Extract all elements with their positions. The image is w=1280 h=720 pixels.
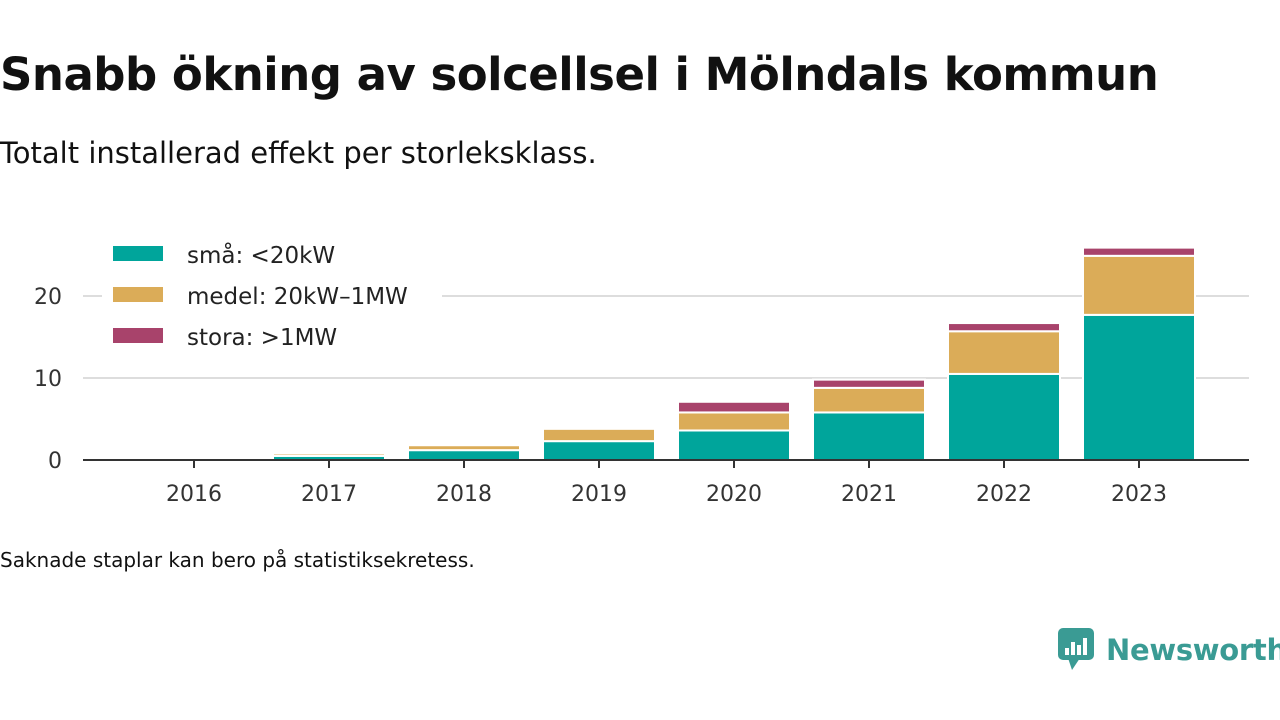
x-tick-label: 2020 bbox=[706, 482, 762, 507]
bar-segment bbox=[542, 427, 656, 443]
bar-segment bbox=[407, 449, 521, 462]
chart-subtitle: Totalt installerad effekt per storlekskl… bbox=[0, 136, 597, 170]
legend-label: små: <20kW bbox=[187, 241, 335, 269]
chart-title: Snabb ökning av solcellsel i Mölndals ko… bbox=[0, 48, 1159, 101]
legend-label: stora: >1MW bbox=[187, 325, 337, 351]
bar-segment bbox=[407, 444, 521, 452]
bars bbox=[137, 246, 1196, 462]
y-tick-labels: 0 10 20 bbox=[34, 285, 62, 474]
legend-swatch bbox=[113, 287, 163, 302]
bar-segment bbox=[1082, 254, 1196, 316]
bar-segment bbox=[677, 400, 791, 414]
footnote: Saknade staplar kan bero på statistiksek… bbox=[0, 548, 475, 572]
bar-segment bbox=[1082, 246, 1196, 257]
bar-segment bbox=[812, 386, 926, 414]
bar-segment bbox=[677, 411, 791, 432]
legend: små: <20kW medel: 20kW–1MW stora: >1MW bbox=[102, 230, 442, 361]
stacked-bar-chart: 0 10 20 2016 2017 2018 2019 2020 2021 2022 2023 s… bbox=[34, 230, 1249, 507]
x-tick-label: 2017 bbox=[301, 482, 357, 507]
x-tick-label: 2018 bbox=[436, 482, 492, 507]
legend-swatch bbox=[113, 246, 163, 261]
bar-segment bbox=[812, 378, 926, 389]
bar-segment bbox=[542, 440, 656, 462]
bar-segment bbox=[947, 372, 1061, 461]
x-tick-label: 2021 bbox=[841, 482, 897, 507]
bar-segment bbox=[1082, 313, 1196, 461]
bar-segment bbox=[947, 330, 1061, 375]
brand-logo: Newsworthy bbox=[1058, 628, 1280, 672]
x-tick-label: 2022 bbox=[976, 482, 1032, 507]
x-tick-label: 2023 bbox=[1111, 482, 1167, 507]
y-tick-label: 10 bbox=[34, 367, 62, 392]
bar-segment bbox=[812, 411, 926, 462]
bar-segment bbox=[947, 322, 1061, 333]
legend-swatch bbox=[113, 328, 163, 343]
y-tick-label: 0 bbox=[48, 449, 62, 474]
y-tick-label: 20 bbox=[34, 285, 62, 310]
bar-segment bbox=[677, 429, 791, 462]
x-tick-labels: 2016 2017 2018 2019 2020 2021 2022 2023 bbox=[166, 460, 1167, 507]
newsworthy-logo-icon bbox=[1058, 628, 1094, 670]
brand-name: Newsworthy bbox=[1106, 633, 1280, 667]
x-tick-label: 2019 bbox=[571, 482, 627, 507]
x-tick-label: 2016 bbox=[166, 482, 222, 507]
bar-segment bbox=[272, 452, 386, 457]
legend-label: medel: 20kW–1MW bbox=[187, 284, 408, 310]
